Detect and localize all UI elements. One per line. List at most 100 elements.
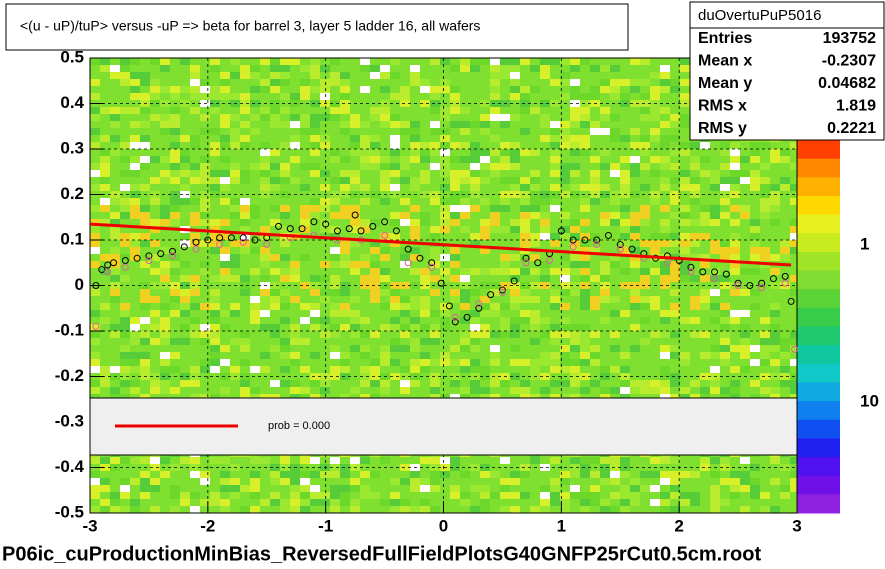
heat-cell bbox=[480, 226, 490, 233]
heat-cell bbox=[780, 352, 790, 359]
heat-cell bbox=[270, 219, 280, 226]
heat-cell bbox=[480, 247, 490, 254]
heat-cell bbox=[360, 380, 370, 387]
heat-cell bbox=[390, 303, 400, 310]
heat-cell bbox=[660, 317, 670, 324]
heat-cell bbox=[260, 184, 270, 191]
heat-cell bbox=[480, 233, 490, 240]
heat-cell bbox=[570, 366, 580, 373]
heat-cell bbox=[450, 198, 460, 205]
heat-cell bbox=[310, 170, 320, 177]
heat-cell bbox=[570, 121, 580, 128]
color-bar-cell bbox=[797, 438, 840, 458]
heat-cell bbox=[370, 240, 380, 247]
heat-cell bbox=[710, 492, 720, 499]
heat-cell bbox=[560, 93, 570, 100]
heat-cell bbox=[520, 380, 530, 387]
heat-cell bbox=[440, 457, 450, 464]
heat-cell bbox=[790, 485, 797, 492]
heat-cell bbox=[490, 170, 500, 177]
heat-cell bbox=[120, 506, 130, 513]
heat-cell bbox=[150, 254, 160, 261]
heat-cell bbox=[140, 324, 150, 331]
heat-cell bbox=[120, 492, 130, 499]
heat-cell bbox=[160, 219, 170, 226]
heat-cell bbox=[540, 485, 550, 492]
heat-cell bbox=[350, 170, 360, 177]
heat-cell bbox=[650, 247, 660, 254]
heat-cell bbox=[90, 107, 100, 114]
heat-cell bbox=[270, 114, 280, 121]
heat-cell bbox=[160, 121, 170, 128]
heat-cell bbox=[550, 303, 560, 310]
heat-cell bbox=[590, 345, 600, 352]
heat-cell bbox=[270, 65, 280, 72]
heat-cell bbox=[580, 506, 590, 513]
heat-cell bbox=[320, 261, 330, 268]
heat-cell bbox=[300, 303, 310, 310]
heat-cell bbox=[290, 156, 300, 163]
heat-cell bbox=[250, 247, 260, 254]
heat-cell bbox=[730, 156, 740, 163]
heat-cell bbox=[580, 58, 590, 65]
heat-cell bbox=[360, 471, 370, 478]
heat-cell bbox=[410, 345, 420, 352]
heat-cell bbox=[320, 492, 330, 499]
heat-cell bbox=[630, 345, 640, 352]
heat-cell bbox=[200, 331, 210, 338]
heat-cell bbox=[710, 205, 720, 212]
heat-cell bbox=[120, 331, 130, 338]
heat-cell bbox=[780, 177, 790, 184]
heat-cell bbox=[580, 296, 590, 303]
heat-cell bbox=[90, 142, 100, 149]
heat-cell bbox=[680, 268, 690, 275]
heat-cell bbox=[200, 338, 210, 345]
heat-cell bbox=[620, 93, 630, 100]
heat-cell bbox=[670, 198, 680, 205]
heat-cell bbox=[360, 156, 370, 163]
heat-cell bbox=[130, 506, 140, 513]
heat-cell bbox=[320, 93, 330, 100]
heat-cell bbox=[220, 324, 230, 331]
heat-cell bbox=[560, 72, 570, 79]
heat-cell bbox=[170, 114, 180, 121]
x-tick-label: 2 bbox=[674, 516, 683, 535]
heat-cell bbox=[600, 128, 610, 135]
heat-cell bbox=[500, 142, 510, 149]
heat-cell bbox=[580, 184, 590, 191]
stats-key: Mean y bbox=[698, 75, 752, 92]
heat-cell bbox=[240, 485, 250, 492]
heat-cell bbox=[650, 86, 660, 93]
heat-cell bbox=[390, 373, 400, 380]
heat-cell bbox=[370, 261, 380, 268]
heat-cell bbox=[660, 184, 670, 191]
heat-cell bbox=[640, 275, 650, 282]
heat-cell bbox=[560, 135, 570, 142]
heat-cell bbox=[160, 338, 170, 345]
heat-cell bbox=[150, 478, 160, 485]
heat-cell bbox=[660, 478, 670, 485]
heat-cell bbox=[160, 268, 170, 275]
heat-cell bbox=[330, 58, 340, 65]
heat-cell bbox=[610, 471, 620, 478]
heat-cell bbox=[550, 268, 560, 275]
heat-cell bbox=[280, 142, 290, 149]
heat-cell bbox=[570, 261, 580, 268]
heat-cell bbox=[120, 205, 130, 212]
heat-cell bbox=[760, 184, 770, 191]
heat-cell bbox=[290, 296, 300, 303]
heat-cell bbox=[730, 366, 740, 373]
heat-cell bbox=[790, 457, 797, 464]
heat-cell bbox=[130, 72, 140, 79]
heat-cell bbox=[630, 282, 640, 289]
heat-cell bbox=[150, 380, 160, 387]
heat-cell bbox=[520, 310, 530, 317]
heat-cell bbox=[480, 128, 490, 135]
heat-cell bbox=[140, 366, 150, 373]
heat-cell bbox=[660, 219, 670, 226]
heat-cell bbox=[360, 135, 370, 142]
heat-cell bbox=[590, 471, 600, 478]
heat-cell bbox=[130, 93, 140, 100]
heat-cell bbox=[110, 247, 120, 254]
heat-cell bbox=[680, 492, 690, 499]
